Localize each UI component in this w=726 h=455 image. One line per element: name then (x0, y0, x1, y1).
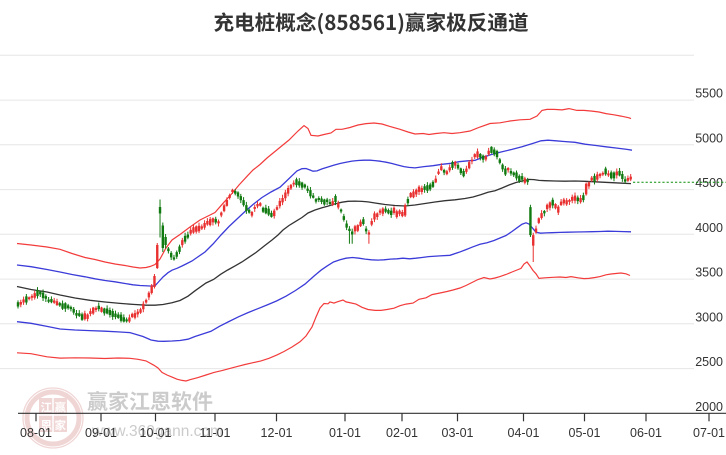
svg-text:01-01: 01-01 (329, 426, 361, 440)
svg-text:5500: 5500 (695, 87, 723, 101)
svg-text:07-01: 07-01 (693, 426, 725, 440)
svg-text:10-01: 10-01 (140, 426, 172, 440)
svg-text:02-01: 02-01 (386, 426, 418, 440)
svg-text:5000: 5000 (695, 131, 723, 145)
svg-text:11-01: 11-01 (199, 426, 230, 440)
svg-text:06-01: 06-01 (630, 426, 662, 440)
svg-text:www.360gann.com: www.360gann.com (91, 423, 223, 440)
svg-text:4000: 4000 (695, 221, 723, 235)
svg-text:05-01: 05-01 (569, 426, 601, 440)
svg-text:08-01: 08-01 (20, 426, 52, 440)
svg-text:04-01: 04-01 (508, 426, 540, 440)
svg-text:3000: 3000 (695, 310, 723, 324)
svg-text:3500: 3500 (695, 266, 723, 280)
svg-text:09-01: 09-01 (85, 426, 117, 440)
svg-text:2000: 2000 (695, 400, 723, 414)
svg-text:12-01: 12-01 (261, 426, 293, 440)
svg-text:2500: 2500 (695, 355, 723, 369)
svg-text:03-01: 03-01 (442, 426, 474, 440)
svg-text:4500: 4500 (695, 176, 723, 190)
